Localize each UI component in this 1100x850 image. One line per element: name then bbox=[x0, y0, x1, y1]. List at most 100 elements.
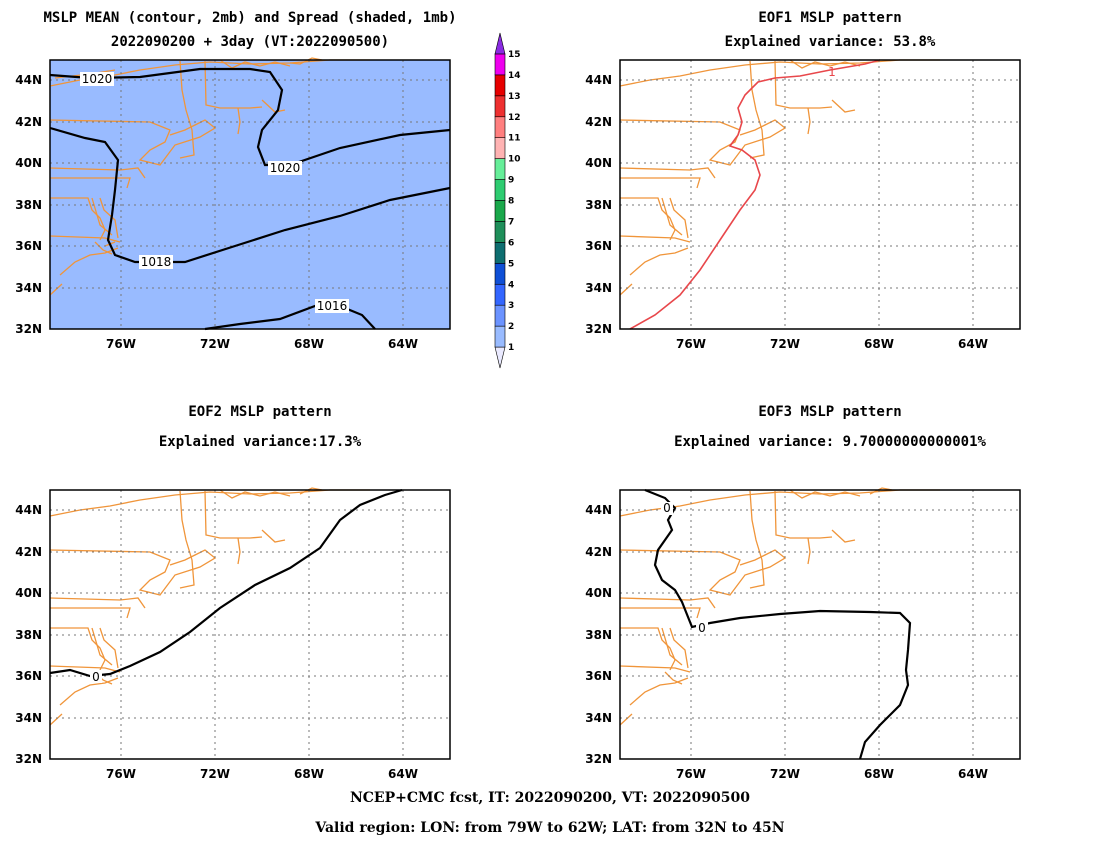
mean-title-line2: 2022090200 + 3day (VT:2022090500) bbox=[110, 34, 390, 50]
lon-tick-labels: 76W 72W 68W 64W bbox=[106, 337, 418, 351]
lon-tick-label: 64W bbox=[958, 767, 988, 781]
eof2-contour-labels: 0 bbox=[90, 670, 102, 684]
lon-tick-label: 72W bbox=[770, 337, 800, 351]
eof1-contour-labels: 1 bbox=[828, 65, 836, 79]
map-frame bbox=[619, 59, 1021, 330]
lat-tick-label: 38N bbox=[15, 198, 42, 212]
colorbar-box bbox=[494, 179, 506, 201]
lat-tick-label: 32N bbox=[585, 322, 612, 336]
colorbar-label: 12 bbox=[508, 113, 521, 123]
colorbar-boxes bbox=[494, 32, 506, 369]
spread-shading bbox=[50, 60, 450, 329]
mslp-contour-labels: 1020 1020 1018 1016 bbox=[80, 72, 349, 313]
coastlines bbox=[49, 487, 370, 726]
contour-label: 1018 bbox=[141, 255, 172, 269]
colorbar-label: 11 bbox=[508, 134, 521, 144]
lat-tick-label: 40N bbox=[15, 586, 42, 600]
eof2-title-line2: Explained variance:17.3% bbox=[158, 434, 362, 450]
lat-tick-label: 38N bbox=[15, 628, 42, 642]
grid-lines bbox=[50, 490, 450, 759]
colorbar-box bbox=[494, 53, 506, 76]
colorbar-box bbox=[494, 325, 506, 348]
colorbar-box bbox=[494, 137, 506, 159]
colorbar-label: 2 bbox=[508, 322, 514, 332]
eof3-contours bbox=[644, 488, 912, 760]
lat-tick-label: 40N bbox=[585, 586, 612, 600]
colorbar-box bbox=[494, 32, 506, 55]
lon-tick-label: 72W bbox=[200, 767, 230, 781]
lat-tick-label: 32N bbox=[15, 752, 42, 766]
mean-spread-map: 1020 1020 1018 1016 44N 42N 40N 38N 36N … bbox=[15, 57, 451, 351]
contour-label: 0 bbox=[663, 501, 671, 515]
lat-tick-label: 32N bbox=[585, 752, 612, 766]
colorbar-label: 1 bbox=[508, 343, 514, 353]
lat-tick-label: 42N bbox=[15, 115, 42, 129]
lat-tick-label: 42N bbox=[15, 545, 42, 559]
colorbar-box bbox=[494, 158, 506, 180]
grid-lines bbox=[620, 490, 1020, 759]
eof3-title-line1: EOF3 MSLP pattern bbox=[758, 404, 902, 420]
lat-tick-label: 36N bbox=[15, 239, 42, 253]
map-frame bbox=[619, 489, 1021, 760]
lon-tick-label: 64W bbox=[388, 767, 418, 781]
map-frame bbox=[49, 59, 451, 330]
colorbar-box bbox=[494, 116, 506, 138]
lat-tick-label: 34N bbox=[15, 711, 42, 725]
lon-tick-label: 72W bbox=[200, 337, 230, 351]
colorbar-box bbox=[494, 74, 506, 97]
lon-tick-label: 68W bbox=[864, 337, 894, 351]
lat-tick-labels: 44N 42N 40N 38N 36N 34N 32N bbox=[585, 503, 612, 766]
map-frame bbox=[49, 489, 451, 760]
lon-tick-labels: 76W 72W 68W 64W bbox=[676, 337, 988, 351]
lat-tick-labels: 44N 42N 40N 38N 36N 34N 32N bbox=[15, 503, 42, 766]
eof1-title-line2: Explained variance: 53.8% bbox=[724, 34, 936, 50]
eof3-contour-labels: 0 0 bbox=[661, 501, 708, 635]
lon-tick-labels: 76W 72W 68W 64W bbox=[106, 767, 418, 781]
lon-tick-label: 76W bbox=[106, 337, 136, 351]
lat-tick-labels: 44N 42N 40N 38N 36N 34N 32N bbox=[15, 73, 42, 336]
lat-tick-label: 34N bbox=[585, 281, 612, 295]
colorbar-label: 5 bbox=[508, 259, 514, 269]
lat-tick-label: 36N bbox=[585, 669, 612, 683]
colorbar-label: 10 bbox=[508, 155, 521, 165]
coastlines bbox=[49, 57, 370, 296]
eof1-map: 1 44N 42N 40N 38N 36N 34N 32N 76W 72W 68… bbox=[585, 59, 1021, 351]
colorbar-label: 14 bbox=[508, 71, 521, 81]
eof3-title-line2: Explained variance: 9.70000000000001% bbox=[674, 434, 986, 450]
lat-tick-label: 32N bbox=[15, 322, 42, 336]
colorbar-box bbox=[494, 346, 506, 369]
lon-tick-label: 68W bbox=[294, 337, 324, 351]
coastlines bbox=[619, 487, 940, 726]
lat-tick-label: 44N bbox=[585, 503, 612, 517]
contour-label: 1016 bbox=[317, 299, 348, 313]
lat-tick-label: 42N bbox=[585, 115, 612, 129]
lon-tick-label: 76W bbox=[676, 767, 706, 781]
lon-tick-label: 68W bbox=[864, 767, 894, 781]
lon-tick-label: 76W bbox=[676, 337, 706, 351]
lat-tick-label: 34N bbox=[585, 711, 612, 725]
lat-tick-label: 38N bbox=[585, 198, 612, 212]
colorbar-label: 6 bbox=[508, 238, 514, 248]
lon-tick-label: 64W bbox=[388, 337, 418, 351]
valid-region-footer: Valid region: LON: from 79W to 62W; LAT:… bbox=[315, 820, 785, 836]
colorbar-label: 15 bbox=[508, 50, 521, 60]
contour-label: 1 bbox=[828, 65, 836, 79]
eof3-map: 0 0 44N 42N 40N 38N 36N 34N 32N 76W 72W … bbox=[585, 487, 1021, 781]
grid-lines bbox=[620, 60, 1020, 329]
colorbar-label: 4 bbox=[508, 280, 514, 290]
contour-label: 0 bbox=[92, 670, 100, 684]
lat-tick-label: 44N bbox=[585, 73, 612, 87]
eof2-map: 0 44N 42N 40N 38N 36N 34N 32N 76W 72W 68… bbox=[15, 487, 451, 781]
lat-tick-label: 44N bbox=[15, 73, 42, 87]
colorbar-box bbox=[494, 242, 506, 264]
lat-tick-label: 38N bbox=[585, 628, 612, 642]
colorbar-box bbox=[494, 221, 506, 243]
lon-tick-label: 72W bbox=[770, 767, 800, 781]
lon-tick-labels: 76W 72W 68W 64W bbox=[676, 767, 988, 781]
lat-tick-label: 44N bbox=[15, 503, 42, 517]
mean-title-line1: MSLP MEAN (contour, 2mb) and Spread (sha… bbox=[43, 10, 457, 26]
colorbar-label: 8 bbox=[508, 197, 514, 207]
contour-label: 0 bbox=[698, 621, 706, 635]
